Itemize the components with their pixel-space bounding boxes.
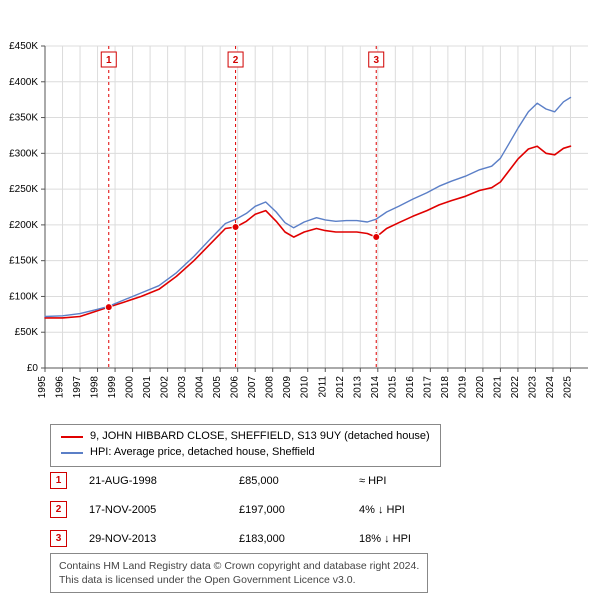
x-tick-label: 2004	[195, 376, 206, 399]
y-tick-label: £200K	[9, 220, 38, 231]
x-tick-label: 2007	[247, 376, 258, 399]
x-tick-label: 2008	[265, 376, 276, 399]
x-tick-label: 1999	[107, 376, 118, 399]
x-tick-label: 2025	[562, 376, 573, 399]
chart-container: 9, JOHN HIBBARD CLOSE, SHEFFIELD, S13 9U…	[0, 0, 600, 590]
x-tick-label: 2016	[405, 376, 416, 399]
x-tick-label: 2001	[142, 376, 153, 399]
x-tick-label: 2015	[387, 376, 398, 399]
attribution-line-1: Contains HM Land Registry data © Crown c…	[59, 559, 419, 573]
x-tick-label: 2012	[335, 376, 346, 399]
x-tick-label: 2005	[212, 376, 223, 399]
x-tick-label: 2014	[370, 376, 381, 399]
legend-swatch	[61, 452, 83, 454]
tx-marker	[232, 224, 239, 231]
tx-row-date: 21-AUG-1998	[89, 475, 239, 487]
tx-row: 3 29-NOV-2013£183,00018% ↓ HPI	[50, 530, 411, 547]
tx-badge-number: 1	[106, 55, 112, 66]
x-tick-label: 2013	[352, 376, 363, 399]
x-tick-label: 2003	[177, 376, 188, 399]
tx-badge-number: 2	[233, 55, 239, 66]
x-tick-label: 2024	[545, 376, 556, 399]
x-tick-label: 2018	[440, 376, 451, 399]
y-tick-label: £450K	[9, 41, 38, 52]
y-tick-label: £100K	[9, 291, 38, 302]
y-tick-label: £350K	[9, 113, 38, 124]
tx-row-price: £85,000	[239, 475, 359, 487]
tx-marker	[105, 304, 112, 311]
y-tick-label: £150K	[9, 256, 38, 267]
x-tick-label: 2000	[125, 376, 136, 399]
tx-row-badge: 3	[50, 530, 67, 547]
tx-badge-number: 3	[373, 55, 379, 66]
legend-swatch	[61, 436, 83, 438]
tx-row: 2 17-NOV-2005£197,0004% ↓ HPI	[50, 501, 411, 518]
y-tick-label: £50K	[15, 327, 39, 338]
legend-row: HPI: Average price, detached house, Shef…	[61, 445, 430, 461]
legend-box: 9, JOHN HIBBARD CLOSE, SHEFFIELD, S13 9U…	[50, 424, 441, 467]
attribution-line-2: This data is licensed under the Open Gov…	[59, 573, 419, 587]
x-tick-label: 1996	[55, 376, 66, 399]
tx-row: 1 21-AUG-1998£85,000≈ HPI	[50, 472, 411, 489]
tx-row-price: £183,000	[239, 533, 359, 545]
legend-label: 9, JOHN HIBBARD CLOSE, SHEFFIELD, S13 9U…	[90, 429, 430, 445]
legend-label: HPI: Average price, detached house, Shef…	[90, 445, 315, 461]
x-tick-label: 1998	[90, 376, 101, 399]
tx-row-date: 17-NOV-2005	[89, 504, 239, 516]
x-tick-label: 2009	[282, 376, 293, 399]
x-tick-label: 2020	[475, 376, 486, 399]
x-tick-label: 2019	[457, 376, 468, 399]
x-tick-label: 2011	[317, 376, 328, 398]
x-tick-label: 2002	[160, 376, 171, 399]
tx-row-diff: ≈ HPI	[359, 475, 386, 487]
x-tick-label: 2010	[300, 376, 311, 399]
x-tick-label: 1997	[72, 376, 83, 399]
tx-row-diff: 4% ↓ HPI	[359, 504, 405, 516]
x-tick-label: 2022	[510, 376, 521, 399]
tx-row-badge: 1	[50, 472, 67, 489]
tx-row-diff: 18% ↓ HPI	[359, 533, 411, 545]
attribution-box: Contains HM Land Registry data © Crown c…	[50, 553, 428, 593]
tx-row-badge: 2	[50, 501, 67, 518]
legend-row: 9, JOHN HIBBARD CLOSE, SHEFFIELD, S13 9U…	[61, 429, 430, 445]
x-tick-label: 2017	[422, 376, 433, 399]
x-tick-label: 1995	[37, 376, 48, 399]
y-tick-label: £300K	[9, 148, 38, 159]
x-tick-label: 2021	[492, 376, 503, 399]
x-tick-label: 2023	[527, 376, 538, 399]
tx-marker	[373, 234, 380, 241]
y-tick-label: £0	[27, 363, 39, 374]
transaction-table: 1 21-AUG-1998£85,000≈ HPI 2 17-NOV-2005£197…	[50, 472, 411, 559]
tx-row-price: £197,000	[239, 504, 359, 516]
tx-row-date: 29-NOV-2013	[89, 533, 239, 545]
x-tick-label: 2006	[230, 376, 241, 399]
y-tick-label: £400K	[9, 77, 38, 88]
y-tick-label: £250K	[9, 184, 38, 195]
